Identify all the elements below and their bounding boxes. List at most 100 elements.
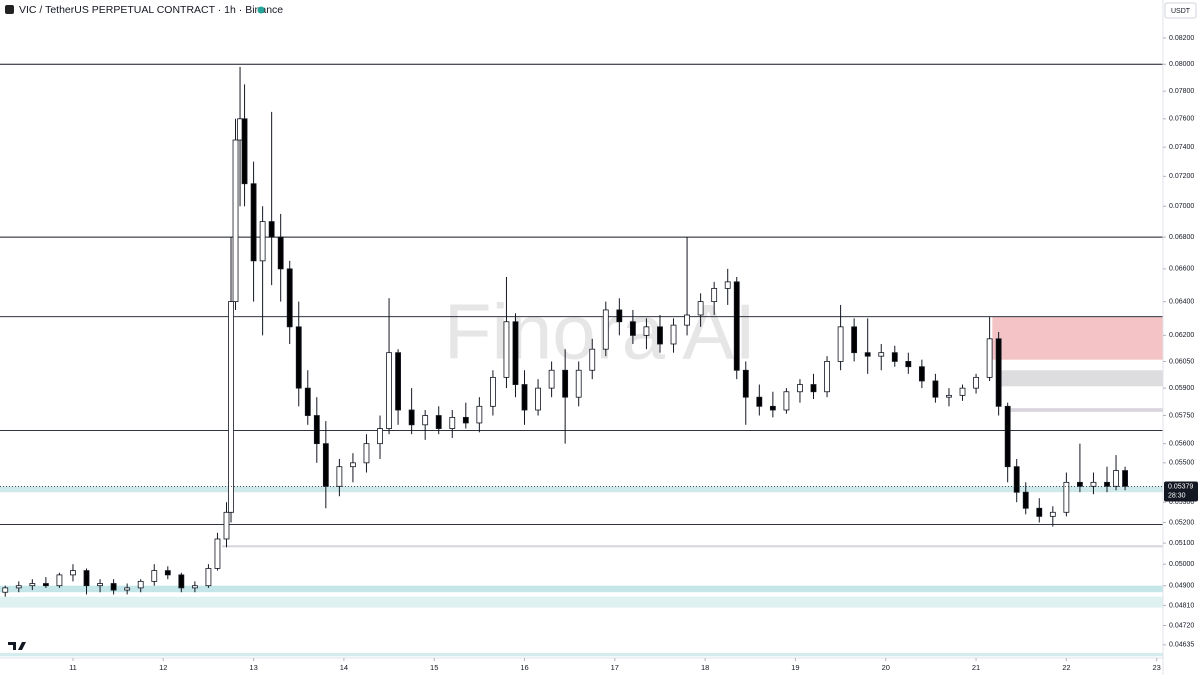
y-tick-label: 0.05100 [1169, 540, 1194, 547]
candle-body [1004, 405, 1011, 468]
candle-body [575, 369, 582, 398]
x-tick-label: 17 [611, 663, 619, 672]
candle-body [83, 570, 90, 587]
candle-body [124, 587, 131, 591]
zone [1004, 408, 1163, 412]
candle-body [1036, 507, 1043, 517]
candle-body [336, 466, 343, 487]
candle-body [286, 268, 293, 328]
candle-body [395, 352, 401, 411]
y-tick-label: 0.04635 [1169, 642, 1194, 649]
candle-body [205, 568, 212, 587]
candle-body [277, 236, 284, 270]
x-tick-label: 20 [882, 663, 890, 672]
candle-body [629, 321, 636, 336]
candle-body [241, 118, 248, 185]
candle-body [824, 361, 830, 393]
candle-body [490, 376, 496, 407]
candle-body [548, 369, 555, 389]
candle-body [905, 361, 912, 368]
candle-body [422, 415, 429, 426]
candle-body [29, 583, 36, 587]
candle-body [562, 369, 569, 398]
candle-body [535, 387, 541, 411]
countdown-label: 28:30 [1168, 492, 1186, 499]
candle-body [503, 321, 510, 378]
watermark: Finora AI [444, 288, 756, 376]
candle-body [1049, 511, 1056, 517]
x-tick-label: 18 [701, 663, 709, 672]
candle-body [1104, 481, 1110, 487]
candle-body [178, 574, 185, 589]
candle-body [512, 321, 519, 385]
y-tick-label: 0.06200 [1169, 332, 1194, 339]
x-tick-label: 14 [340, 663, 348, 672]
candle-body [946, 394, 952, 398]
candle-body [322, 443, 329, 487]
candle-body [228, 301, 234, 513]
candle-body [151, 570, 158, 582]
candle-body [891, 352, 898, 362]
header: VIC / TetherUS PERPETUAL CONTRACT · 1h ·… [5, 4, 283, 16]
zone [0, 596, 1163, 608]
candle-body [742, 369, 749, 398]
candle-body [191, 585, 198, 589]
current-price-label: 0.05379 [1168, 483, 1193, 490]
candle-body [959, 387, 966, 396]
candle-body [521, 384, 528, 411]
x-tick-label: 16 [520, 663, 528, 672]
zones [0, 316, 1163, 657]
candle-body [684, 314, 690, 326]
logo-shape [8, 642, 26, 650]
currency-box[interactable] [1164, 2, 1197, 19]
y-tick-label: 0.05600 [1169, 440, 1194, 447]
candle-body [223, 511, 230, 540]
x-tick-label: 12 [159, 663, 167, 672]
status-dot [257, 6, 265, 14]
x-tick-label: 23 [1153, 663, 1161, 672]
candle-body [97, 583, 103, 587]
y-tick-label: 0.06050 [1169, 358, 1194, 365]
zone [0, 486, 1163, 493]
candle-body [110, 583, 117, 591]
candle-body [449, 416, 456, 429]
candle-body [259, 221, 266, 262]
candle-body [616, 309, 623, 323]
candle-body [70, 570, 76, 576]
candle-body [304, 387, 311, 416]
candle-body [462, 416, 469, 424]
candle-body [15, 585, 22, 589]
y-tick-label: 0.05500 [1169, 460, 1194, 467]
x-tick-label: 15 [430, 663, 438, 672]
y-tick-label: 0.06400 [1169, 298, 1194, 305]
x-tick-label: 13 [249, 663, 257, 672]
candle-body [756, 396, 763, 407]
candle-body [918, 366, 925, 382]
x-tick-label: 11 [69, 663, 77, 672]
candle-body [137, 580, 144, 589]
symbol-title: VIC / TetherUS PERPETUAL CONTRACT · 1h ·… [19, 4, 283, 16]
currency-label: USDT [1171, 8, 1191, 15]
candle-body [932, 380, 939, 398]
y-tick-label: 0.06600 [1169, 266, 1194, 273]
candle-body [797, 384, 803, 393]
symbol-icon [5, 5, 14, 14]
candle-body [711, 287, 718, 303]
candle-body [783, 391, 790, 411]
candle-body [476, 405, 483, 424]
candle-body [1122, 470, 1128, 487]
y-tick-label: 0.07200 [1169, 173, 1194, 180]
candle-body [602, 309, 609, 350]
y-tick-label: 0.05000 [1169, 561, 1194, 568]
y-tick-label: 0.05900 [1169, 385, 1194, 392]
candle-body [42, 583, 49, 587]
y-tick-label: 0.05750 [1169, 412, 1194, 419]
candle-body [837, 326, 844, 362]
y-tick-label: 0.07400 [1169, 144, 1194, 151]
candle-body [589, 348, 596, 371]
x-tick-label: 19 [791, 663, 799, 672]
y-tick-label: 0.04720 [1169, 622, 1194, 629]
y-tick-label: 0.08200 [1169, 35, 1194, 42]
tradingview-logo [8, 642, 26, 650]
